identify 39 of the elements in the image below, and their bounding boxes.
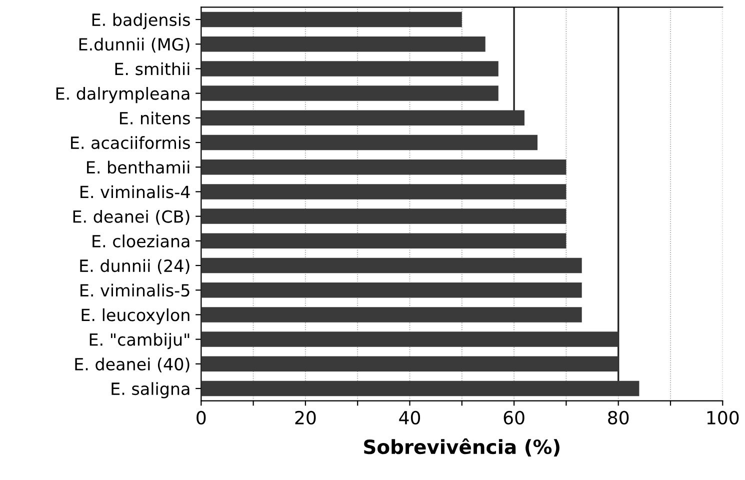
y-tick-label: E. benthamii xyxy=(87,160,190,174)
x-tick-label: 60 xyxy=(504,410,524,424)
bar xyxy=(201,12,462,28)
bar xyxy=(201,332,618,347)
y-tick-label: E. viminalis-5 xyxy=(80,284,190,297)
y-tick-label: E.dunnii (MG) xyxy=(79,38,190,53)
y-tick-label: E. saligna xyxy=(112,382,190,398)
bar xyxy=(201,356,618,372)
bar xyxy=(201,184,566,200)
x-tick-label: 20 xyxy=(295,410,316,424)
x-tick-label: 80 xyxy=(608,410,629,424)
bar xyxy=(201,86,498,101)
y-tick-label: E. dalrympleana xyxy=(56,86,190,104)
y-tick-label: E. deanei (40) xyxy=(75,358,190,372)
y-tick-label: E. "cambiju" xyxy=(90,332,190,350)
bar xyxy=(201,61,498,76)
bar xyxy=(201,159,566,175)
x-axis-title: Sobrevivência (%) xyxy=(364,438,560,456)
y-tick-label: E. badjensis xyxy=(92,13,190,30)
bar xyxy=(201,380,640,396)
y-tick-label: E. leucoxylon xyxy=(82,308,190,324)
bar xyxy=(201,110,524,126)
x-tick-label: 100 xyxy=(707,410,739,424)
x-tick-label: 0 xyxy=(196,410,206,424)
y-tick-label: E. smithii xyxy=(115,62,190,76)
y-tick-label: E. viminalis-4 xyxy=(80,185,190,198)
bar xyxy=(201,36,486,52)
bar xyxy=(201,282,582,298)
y-tick-label: E. dunnii (24) xyxy=(80,259,190,274)
y-tick-label: E. cloeziana xyxy=(92,234,190,248)
y-tick-label: E. nitens xyxy=(120,112,190,124)
bar xyxy=(201,134,538,150)
y-tick-label: E. acaciiformis xyxy=(71,136,190,150)
x-tick-label: 40 xyxy=(399,410,420,424)
bar xyxy=(201,307,582,322)
y-tick-label: E. deanei (CB) xyxy=(73,210,190,225)
bar xyxy=(201,233,566,249)
bar xyxy=(201,258,582,274)
bar xyxy=(201,208,566,224)
